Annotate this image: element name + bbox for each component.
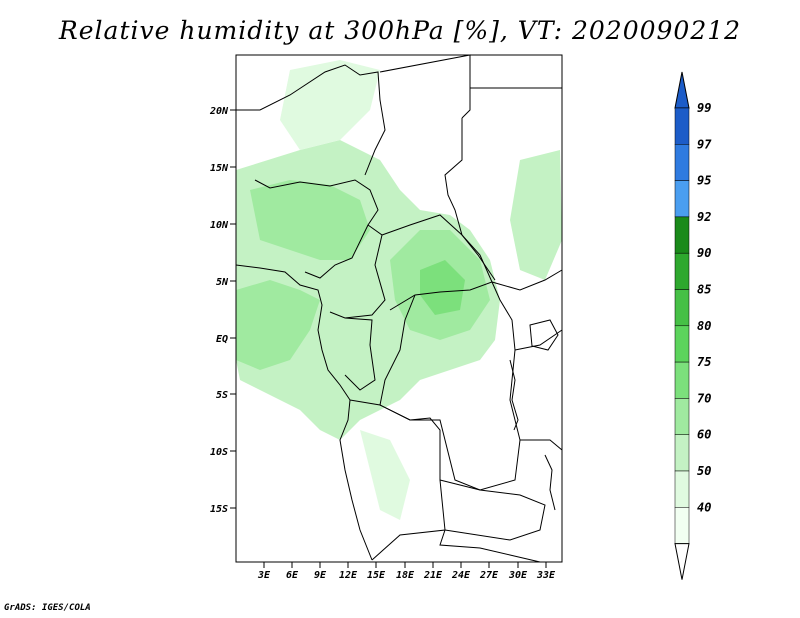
- lon-label: 24E: [451, 570, 471, 581]
- colorbar-label: 70: [697, 391, 711, 405]
- lake-malawi: [544, 454, 556, 511]
- border-sahara: [236, 64, 386, 176]
- lat-axis: 20N 15N 10N 5N EQ 5S 10S 15S: [209, 106, 236, 515]
- chart-title: Relative humidity at 300hPa [%], VT: 202…: [58, 16, 742, 45]
- colorbar-segment: [674, 470, 690, 508]
- colorbar-label: 90: [697, 246, 711, 260]
- humidity-field-center-core: [420, 260, 465, 315]
- lon-label: 3E: [257, 570, 271, 581]
- lon-label: 12E: [339, 570, 358, 581]
- border-east-africa: [491, 269, 563, 451]
- lon-label: 21E: [423, 570, 443, 581]
- colorbar-segment: [674, 216, 690, 254]
- humidity-field-east: [510, 150, 562, 280]
- humidity-shading: [236, 60, 562, 520]
- lat-label: 15N: [210, 163, 229, 174]
- lat-label: 5S: [216, 390, 228, 401]
- lat-label: 20N: [209, 106, 229, 117]
- lat-label: 5N: [216, 277, 229, 288]
- lon-label: 15E: [367, 570, 386, 581]
- colorbar-label: 75: [697, 355, 711, 369]
- border-drc: [379, 281, 521, 491]
- colorbar-label: 97: [697, 137, 712, 151]
- colorbar-label: 60: [697, 428, 711, 442]
- lat-label: 15S: [210, 504, 228, 515]
- colorbar-segment: [674, 434, 690, 472]
- lon-label: 33E: [536, 570, 556, 581]
- colorbar-label: 95: [697, 174, 711, 188]
- humidity-field-nigeria: [250, 180, 370, 260]
- border-south: [439, 529, 541, 563]
- footer-credit: GrADS: IGES/COLA: [4, 603, 91, 613]
- colorbar-segment: [674, 107, 690, 145]
- lake-tanganyika: [509, 359, 519, 431]
- colorbar-top-arrow: [674, 71, 690, 109]
- coastline: [235, 264, 373, 561]
- map-frame: [235, 54, 563, 563]
- humidity-field-angola: [360, 430, 410, 520]
- border-nigeria: [254, 179, 379, 279]
- colorbar-label: 50: [697, 464, 711, 478]
- colorbar-label: 92: [697, 210, 711, 224]
- border-zambia: [439, 479, 546, 541]
- border-congo: [344, 317, 376, 391]
- colorbar-label: 80: [697, 319, 711, 333]
- colorbar-segment: [674, 325, 690, 363]
- lat-label: 10S: [210, 447, 228, 458]
- border-angola: [349, 399, 446, 561]
- colorbar-segment: [674, 361, 690, 399]
- border-libya-egypt: [379, 54, 471, 119]
- lon-label: 18E: [396, 570, 415, 581]
- colorbar-segment: [674, 289, 690, 327]
- border-car: [381, 214, 493, 311]
- colorbar-segment: [674, 398, 690, 435]
- colorbar-bottom-arrow: [674, 543, 690, 580]
- lake-victoria: [529, 319, 559, 351]
- colorbar-segment: [674, 180, 690, 218]
- lon-label: 6E: [286, 570, 299, 581]
- lon-label: 30E: [508, 570, 528, 581]
- lat-label: 10N: [210, 220, 229, 231]
- lon-axis: 3E 6E 9E 12E 15E 18E 21E 24E 27E 30E 33E: [257, 562, 556, 581]
- colorbar-label: 85: [697, 283, 711, 297]
- country-borders: [235, 54, 563, 563]
- colorbar-segment: [674, 144, 690, 181]
- colorbar-segment: [674, 507, 690, 544]
- lat-label: EQ: [216, 334, 228, 345]
- colorbar-label: 40: [697, 500, 711, 514]
- humidity-field-north: [280, 60, 380, 150]
- colorbar: 99 97 95 92 90 85 80 75 70 60 50 40: [674, 71, 712, 580]
- lon-label: 27E: [479, 570, 499, 581]
- border-chad-sudan: [444, 118, 496, 281]
- lon-label: 9E: [314, 570, 327, 581]
- humidity-field-coast: [236, 280, 320, 370]
- colorbar-label: 99: [697, 101, 711, 115]
- colorbar-segment: [674, 252, 690, 290]
